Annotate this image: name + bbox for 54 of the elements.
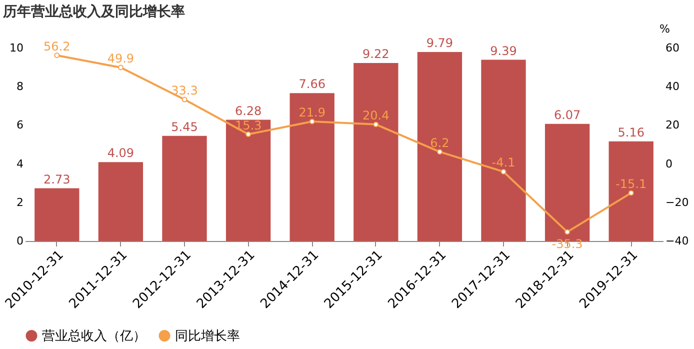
data-label: -4.1 xyxy=(492,156,516,170)
point xyxy=(182,96,188,102)
y2-tick-label: 40 xyxy=(666,80,680,94)
data-label: 5.16 xyxy=(618,125,644,140)
point xyxy=(373,122,379,128)
data-label: 2.73 xyxy=(44,172,70,186)
y2-tick-label: 0 xyxy=(666,157,672,170)
data-label: 21.9 xyxy=(298,106,326,120)
data-label: 9.22 xyxy=(362,47,390,62)
data-label: 33.3 xyxy=(171,84,198,98)
data-label: 20.4 xyxy=(362,108,390,122)
point xyxy=(500,168,506,174)
data-label: 9.79 xyxy=(426,36,454,50)
point xyxy=(118,64,124,70)
data-label: 49.9 xyxy=(107,51,134,66)
data-label: 5.45 xyxy=(171,120,198,134)
data-label: 4.09 xyxy=(107,146,134,160)
point xyxy=(246,132,252,138)
y2-tick-label: 60 xyxy=(666,42,680,54)
bar xyxy=(608,141,654,241)
bar xyxy=(290,93,334,241)
bar xyxy=(98,162,144,241)
y-tick-label: 6 xyxy=(16,118,24,132)
y2-tick-label: 20 xyxy=(666,118,680,132)
data-label: 6.07 xyxy=(554,108,581,122)
y2-axis-title: % xyxy=(660,22,670,36)
point xyxy=(436,149,442,155)
point xyxy=(309,118,315,124)
bar xyxy=(544,124,590,241)
bar xyxy=(226,120,271,241)
point xyxy=(564,229,570,235)
y-tick-label: 8 xyxy=(16,80,24,94)
point xyxy=(54,52,60,58)
y2-tick-label: −40 xyxy=(666,234,689,248)
legend-label: 同比增长率 xyxy=(175,328,240,344)
y-tick-label: 4 xyxy=(16,157,24,170)
y-tick-label: 10 xyxy=(10,42,24,54)
data-label: 56.2 xyxy=(44,39,70,54)
data-label: 6.28 xyxy=(234,104,262,118)
y2-tick-label: −20 xyxy=(666,196,689,209)
chart-title: 历年营业总收入及同比增长率 xyxy=(2,3,185,20)
bar xyxy=(417,52,462,241)
bar xyxy=(481,60,526,241)
legend-label: 营业总收入（亿） xyxy=(42,328,146,344)
point xyxy=(628,190,634,196)
bar xyxy=(354,63,398,241)
y-tick-label: 0 xyxy=(16,234,24,248)
bar xyxy=(162,136,207,241)
data-label: 7.66 xyxy=(298,77,326,92)
data-label: 9.39 xyxy=(490,44,517,58)
data-label: 6.2 xyxy=(430,136,450,150)
bar xyxy=(34,188,80,241)
y-tick-label: 2 xyxy=(16,196,24,209)
data-label: -15.1 xyxy=(616,176,647,191)
